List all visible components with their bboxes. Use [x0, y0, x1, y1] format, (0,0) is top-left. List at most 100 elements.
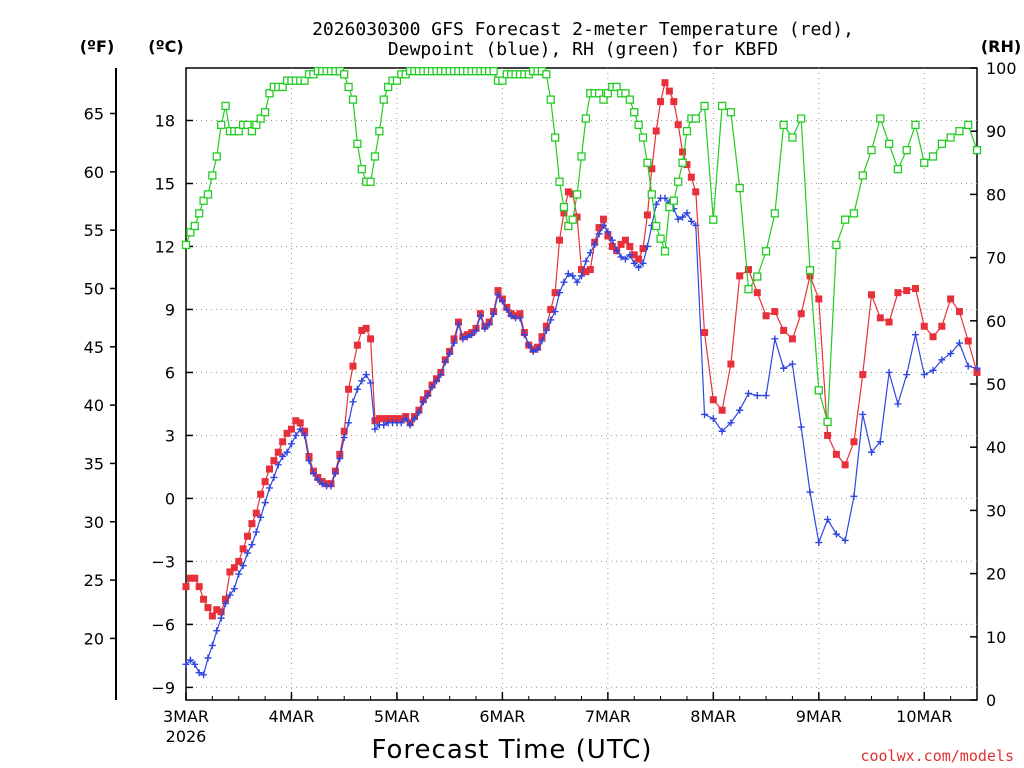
dewpoint-point — [349, 398, 357, 406]
dewpoint-point — [578, 272, 585, 280]
dewpoint-point — [687, 217, 695, 225]
dewpoint-point — [520, 331, 528, 339]
dewpoint-point — [955, 339, 963, 347]
temperature-point — [635, 255, 643, 263]
rh-point — [634, 120, 643, 130]
x-tick-label: 3MAR — [163, 707, 209, 726]
dewpoint-point — [327, 482, 335, 490]
rh-point — [581, 114, 591, 123]
fahrenheit-tick-label: 25 — [84, 571, 104, 590]
rh-tick-label: 70 — [986, 249, 1006, 268]
dewpoint-point — [683, 209, 691, 217]
temperature-point — [797, 310, 805, 318]
temperature-point — [551, 289, 559, 297]
rh-point — [366, 177, 375, 186]
dewpoint-point — [630, 259, 638, 267]
dewpoint-point — [468, 331, 476, 339]
dewpoint-point — [692, 221, 700, 229]
temperature-point — [850, 438, 858, 446]
rh-point — [709, 215, 718, 224]
temperature-point — [195, 583, 203, 591]
rh-point — [379, 95, 388, 104]
temperature-point — [200, 595, 208, 603]
temperature-point — [230, 564, 238, 572]
temperature-point — [384, 415, 392, 423]
rh-unit-label: (RH) — [981, 37, 1021, 56]
temperature-point — [252, 509, 260, 517]
rh-point — [392, 76, 402, 85]
temperature-point — [938, 322, 946, 330]
dewpoint-point — [481, 324, 489, 332]
dewpoint-point — [885, 368, 893, 376]
temperature-point — [367, 335, 375, 343]
rh-tick-label: 60 — [986, 312, 1006, 331]
dewpoint-point — [441, 358, 449, 366]
dewpoint-point — [191, 660, 199, 668]
temperature-point — [235, 557, 243, 565]
data-series — [181, 67, 982, 679]
dewpoint-point — [217, 614, 225, 622]
temperature-point — [617, 240, 625, 248]
dewpoint-point — [226, 591, 234, 599]
dewpoint-point — [472, 326, 480, 334]
temperature-point — [450, 335, 458, 343]
dewpoint-point — [573, 278, 581, 286]
temperature-point — [305, 452, 313, 460]
dewpoint-point — [450, 339, 458, 347]
rh-point — [717, 101, 727, 111]
dewpoint-point — [208, 641, 216, 649]
dewpoint-point — [718, 427, 726, 435]
temperature-point — [964, 337, 972, 345]
temperature-point — [753, 289, 761, 297]
temperature-point — [213, 606, 221, 614]
temperature-point — [336, 450, 344, 458]
rh-point — [911, 120, 920, 130]
rh-point — [234, 127, 243, 136]
temperature-point — [595, 224, 603, 232]
rh-point — [383, 82, 393, 92]
temperature-point — [608, 242, 616, 250]
celsius-tick-label: 3 — [165, 426, 175, 445]
rh-point — [375, 127, 384, 136]
dewpoint-point — [476, 312, 484, 320]
dewpoint-point — [674, 215, 682, 223]
dewpoint-point — [679, 213, 687, 221]
dewpoint-point — [762, 392, 770, 400]
dewpoint-point — [432, 377, 440, 385]
dewpoint-point — [265, 484, 273, 492]
temperature-point — [569, 190, 577, 198]
celsius-unit-label: (ºC) — [148, 37, 183, 56]
dewpoint-point — [556, 289, 564, 297]
fahrenheit-tick-label: 30 — [84, 513, 104, 532]
rh-point — [256, 114, 265, 123]
chart-title-line2: Dewpoint (blue), RH (green) for KBFD — [388, 39, 778, 60]
credit-text[interactable]: coolwx.com/models — [860, 747, 1014, 765]
rh-point — [370, 152, 380, 161]
temperature-point — [389, 415, 397, 423]
rh-point — [546, 95, 555, 104]
dewpoint-point — [411, 415, 419, 423]
dewpoint-point — [832, 530, 840, 538]
dewpoint-point — [929, 366, 937, 374]
x-tick-label: 5MAR — [374, 707, 420, 726]
temperature-point — [868, 291, 876, 299]
rh-point — [920, 158, 929, 167]
dewpoint-point — [279, 452, 287, 460]
dewpoint-point — [551, 308, 559, 316]
plot-frame — [185, 67, 978, 701]
dewpoint-point — [613, 247, 621, 255]
temperature-point — [208, 612, 216, 620]
rh-point — [594, 89, 604, 98]
dewpoint-point — [397, 419, 405, 427]
temperature-point — [560, 209, 568, 217]
dewpoint-point — [235, 570, 243, 578]
dewpoint-point — [542, 326, 550, 334]
rh-point — [893, 164, 903, 174]
temperature-point — [204, 604, 212, 612]
rh-point — [814, 386, 823, 395]
series-line-temperature — [185, 80, 978, 618]
dewpoint-point — [973, 364, 981, 372]
rh-point — [186, 228, 195, 237]
dewpoint-point — [498, 297, 506, 305]
